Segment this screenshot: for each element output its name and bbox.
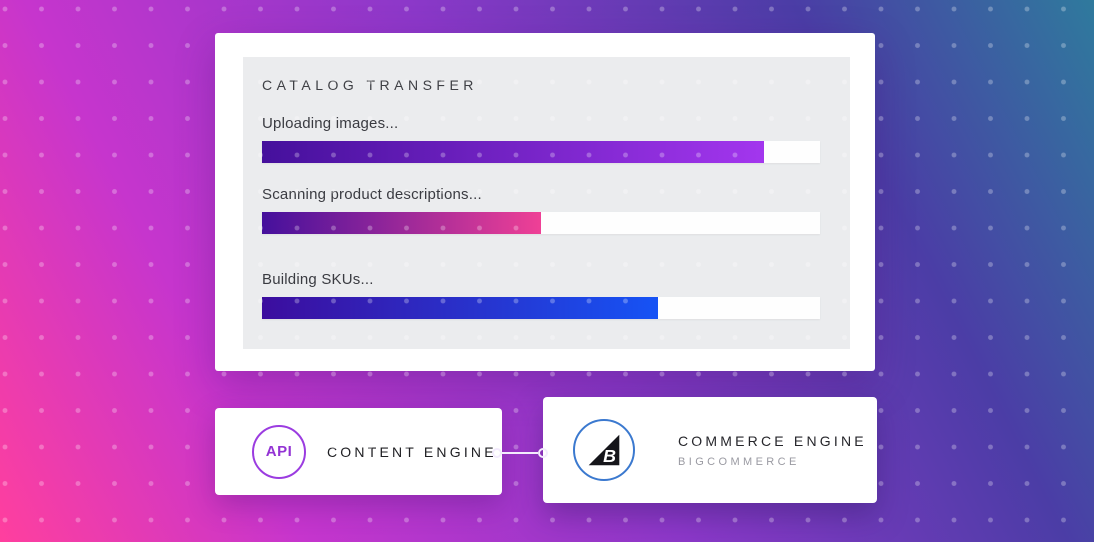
task-label: Scanning product descriptions... bbox=[262, 186, 482, 203]
commerce-text-block: COMMERCE ENGINE BIGCOMMERCE bbox=[678, 433, 867, 468]
bigcommerce-sublabel: BIGCOMMERCE bbox=[678, 455, 800, 468]
task-label: Building SKUs... bbox=[262, 271, 374, 288]
connector-endpoint-icon bbox=[492, 448, 502, 458]
commerce-engine-label: COMMERCE ENGINE bbox=[678, 432, 867, 449]
progress-bar-track bbox=[262, 141, 820, 163]
task-row: Building SKUs... bbox=[262, 271, 820, 319]
task-row: Scanning product descriptions... bbox=[262, 186, 820, 234]
api-badge-label: API bbox=[265, 443, 293, 460]
bigcommerce-b-icon: B bbox=[588, 434, 620, 466]
task-label: Uploading images... bbox=[262, 115, 399, 132]
node-connector bbox=[492, 448, 548, 458]
panel-title: CATALOG TRANSFER bbox=[262, 77, 478, 93]
api-badge-icon: API bbox=[252, 424, 306, 479]
content-engine-label: CONTENT ENGINE bbox=[327, 443, 497, 460]
progress-bar-fill bbox=[262, 297, 659, 319]
connector-endpoint-icon bbox=[538, 448, 548, 458]
bigcommerce-logo-badge: B bbox=[573, 419, 635, 481]
catalog-transfer-panel: CATALOG TRANSFER Uploading images... Sca… bbox=[243, 57, 850, 349]
progress-bar-fill bbox=[262, 141, 765, 163]
content-engine-card: API CONTENT ENGINE bbox=[215, 408, 502, 495]
bigcommerce-logo-letter: B bbox=[603, 446, 616, 466]
progress-bar-fill bbox=[262, 212, 541, 234]
progress-bar-track bbox=[262, 297, 820, 319]
progress-bar-track bbox=[262, 212, 820, 234]
task-row: Uploading images... bbox=[262, 115, 820, 163]
commerce-engine-card: B COMMERCE ENGINE BIGCOMMERCE bbox=[543, 397, 877, 503]
connector-line bbox=[502, 452, 538, 454]
catalog-transfer-card: CATALOG TRANSFER Uploading images... Sca… bbox=[215, 33, 875, 371]
